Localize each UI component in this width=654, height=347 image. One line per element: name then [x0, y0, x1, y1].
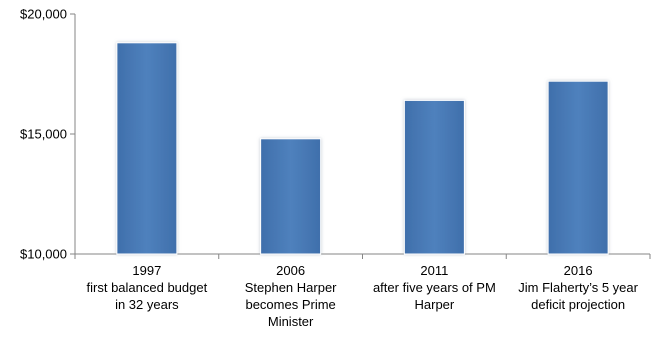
- x-category-label: 2011 after five years of PM Harper: [373, 263, 496, 312]
- bars: [116, 42, 609, 255]
- x-category-label-line: deficit projection: [531, 297, 625, 312]
- x-category-label: 1997 first balanced budget in 32 years: [87, 263, 208, 312]
- bar-3: [547, 80, 609, 255]
- x-category-label-line: after five years of PM: [373, 280, 496, 295]
- x-category-label-line: Minister: [268, 314, 314, 329]
- x-category-label-line: first balanced budget: [87, 280, 208, 295]
- x-category-label-line: Harper: [415, 297, 455, 312]
- x-category-label-line: 2011: [420, 263, 448, 278]
- x-category-label-line: 1997: [132, 263, 161, 278]
- x-category-label: 2006 Stephen Harper becomes Prime Minister: [245, 263, 337, 329]
- bar-1: [260, 138, 322, 255]
- y-tick-label: $20,000: [20, 7, 67, 22]
- x-category-label-line: Jim Flaherty’s 5 year: [518, 280, 638, 295]
- x-category-label-line: 2016: [564, 263, 593, 278]
- y-tick-label: $10,000: [20, 247, 67, 262]
- y-tick-label: $15,000: [20, 127, 67, 142]
- bar-0: [116, 42, 178, 255]
- x-category-label-line: becomes Prime: [245, 297, 335, 312]
- x-category-label-line: in 32 years: [115, 297, 179, 312]
- x-category-label-line: Stephen Harper: [245, 280, 337, 295]
- labels: $10,000 $15,000 $20,000 1997 first balanced …: [20, 7, 639, 330]
- x-category-label-line: 2006: [276, 263, 305, 278]
- bar-2: [403, 99, 465, 255]
- x-category-label: 2016 Jim Flaherty’s 5 year deficit project…: [518, 263, 638, 312]
